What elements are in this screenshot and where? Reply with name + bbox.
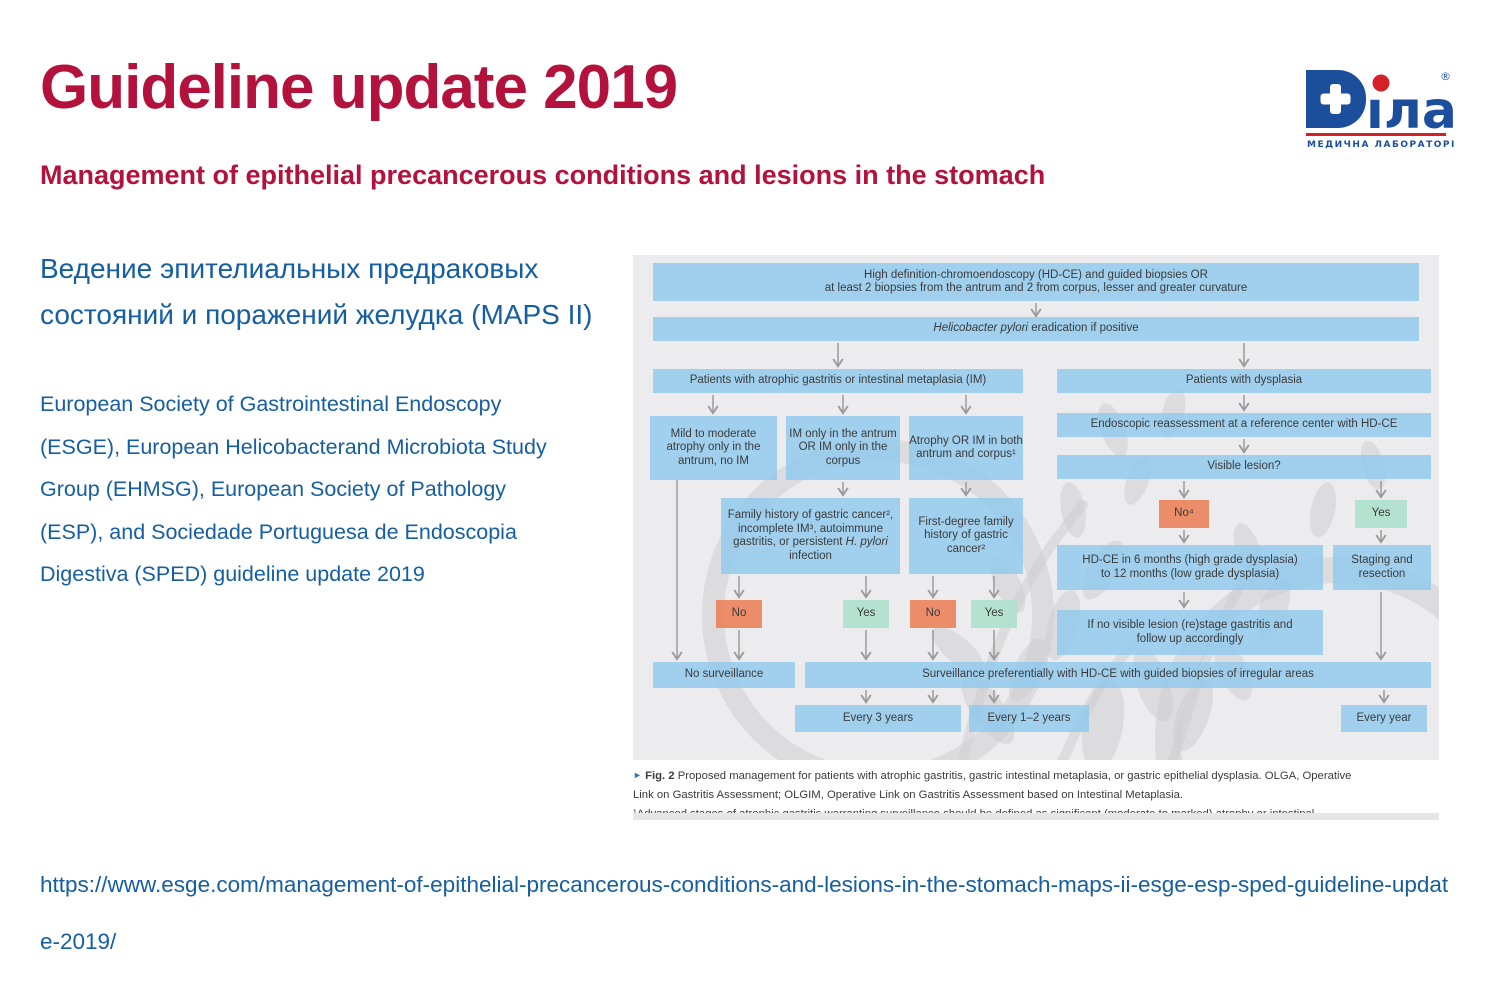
flow-node-every-1-2-years: Every 1–2 years <box>969 705 1089 732</box>
flow-node-atrophic-gastritis-header: Patients with atrophic gastritis or inte… <box>653 369 1023 393</box>
figure-caption-line-1: ► Fig. 2 Proposed management for patient… <box>633 770 1352 782</box>
figure-2: High definition-chromoendoscopy (HD-CE) … <box>633 255 1439 820</box>
logo-red-dot-icon <box>1372 74 1390 92</box>
flow-node-every-year: Every year <box>1341 705 1427 732</box>
flow-node-staging-resection: Staging and resection <box>1333 545 1431 590</box>
flow-node-first-degree-history: First-degree family history of gastric c… <box>909 498 1023 574</box>
flow-node-hpylori-eradication: Helicobacter pylori eradication if posit… <box>653 317 1419 341</box>
page-title: Guideline update 2019 <box>40 53 678 122</box>
flow-node-visible-lesion: Visible lesion? <box>1057 455 1431 479</box>
flow-node-family-history: Family history of gastric cancer², incom… <box>721 498 900 574</box>
flow-node-no-surveillance: No surveillance <box>653 662 795 688</box>
figure-caption-footnote: ¹Advanced stages of atrophic gastritis w… <box>633 805 1439 813</box>
flow-node-no4: No⁴ <box>1159 500 1209 528</box>
societies-paragraph: European Society of Gastrointestinal End… <box>40 392 547 586</box>
figure-bottom-strip <box>633 813 1439 820</box>
flow-node-yes-2: Yes <box>971 600 1017 628</box>
flow-node-yes-1: Yes <box>843 600 889 628</box>
flow-node-surveillance: Surveillance preferentially with HD-CE w… <box>805 662 1431 688</box>
flow-node-yes-right: Yes <box>1355 500 1407 528</box>
logo-registered-mark: ® <box>1440 70 1451 83</box>
flow-node-atrophy-both: Atrophy OR IM in both antrum and corpus¹ <box>909 416 1023 480</box>
logo-red-rule <box>1306 133 1446 136</box>
flow-node-if-no-visible-lesion: If no visible lesion (re)stage gastritis… <box>1057 610 1323 655</box>
flow-node-endoscopic-reassessment: Endoscopic reassessment at a reference c… <box>1057 413 1431 437</box>
dila-logo: ıла ® МЕДИЧНА ЛАБОРАТОРІЯ <box>1300 54 1463 152</box>
flow-node-no-1: No <box>716 600 762 628</box>
figure-label: Fig. 2 <box>645 770 675 782</box>
slide-subtitle: Management of epithelial precancerous co… <box>40 160 1046 190</box>
logo-tagline: МЕДИЧНА ЛАБОРАТОРІЯ <box>1307 140 1456 150</box>
russian-title: Ведение эпителиальных предраковых состоя… <box>40 253 593 330</box>
flow-node-hdce-months: HD-CE in 6 months (high grade dysplasia)… <box>1057 545 1323 590</box>
flow-node-no-2: No <box>910 600 956 628</box>
flow-node-endoscopy-biopsies: High definition-chromoendoscopy (HD-CE) … <box>653 263 1419 301</box>
figure-caption: ► Fig. 2 Proposed management for patient… <box>633 760 1439 813</box>
logo-d-cross-icon <box>1306 70 1366 128</box>
dila-logo-graphic: ıла ® МЕДИЧНА ЛАБОРАТОРІЯ <box>1306 70 1463 150</box>
flow-node-every-3-years: Every 3 years <box>795 705 961 732</box>
flow-node-dysplasia-header: Patients with dysplasia <box>1057 369 1431 393</box>
caption-triangle-icon: ► <box>633 770 642 780</box>
flow-node-im-antrum-or-corpus: IM only in the antrum OR IM only in the … <box>786 416 900 480</box>
source-url[interactable]: https://www.esge.com/management-of-epith… <box>40 872 1449 954</box>
flow-node-mild-atrophy: Mild to moderate atrophy only in the ant… <box>650 416 777 480</box>
figure-caption-line-2: Link on Gastritis Assessment; OLGIM, Ope… <box>633 789 1184 801</box>
flowchart-area: High definition-chromoendoscopy (HD-CE) … <box>633 255 1439 760</box>
